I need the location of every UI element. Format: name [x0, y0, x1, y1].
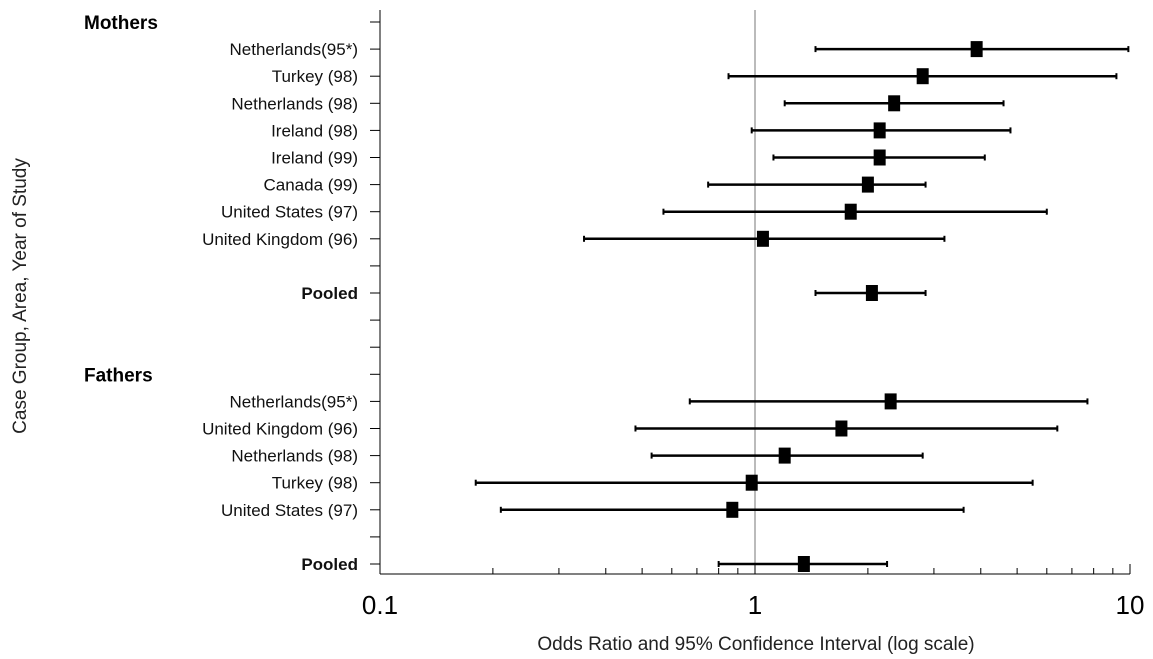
point-estimate [865, 285, 878, 301]
point-estimate [873, 149, 886, 166]
study-label: United Kingdom (96) [202, 230, 358, 249]
x-tick-label: 1 [748, 590, 762, 620]
study-label: Netherlands (98) [231, 94, 358, 113]
point-estimate [873, 122, 886, 139]
x-axis-label: Odds Ratio and 95% Confidence Interval (… [537, 634, 974, 655]
study-row: United Kingdom (96) [202, 420, 1059, 439]
group-heading: Mothers [84, 13, 158, 34]
study-label: Turkey (98) [272, 67, 358, 86]
study-label: United States (97) [221, 501, 358, 520]
point-estimate [756, 230, 769, 247]
axes: 0.1 1 10 [362, 10, 1145, 620]
study-label: Ireland (99) [271, 149, 358, 168]
study-row: Netherlands (98) [231, 447, 924, 466]
point-estimate [888, 95, 901, 112]
study-row: Netherlands (98) [231, 94, 1005, 113]
x-tick-label: 10 [1116, 590, 1145, 620]
study-label: Netherlands (98) [231, 447, 358, 466]
point-estimate [745, 474, 758, 491]
point-estimate [916, 68, 929, 85]
study-row: Netherlands(95*) [229, 40, 1130, 59]
study-label: Ireland (98) [271, 121, 358, 140]
point-estimate [726, 501, 739, 518]
pooled-label: Pooled [301, 555, 358, 574]
point-estimate [835, 420, 848, 437]
study-row: United States (97) [221, 501, 965, 520]
study-row: Canada (99) [263, 176, 927, 195]
pooled-label: Pooled [301, 284, 358, 303]
study-row: United States (97) [221, 203, 1048, 222]
group-heading: Fathers [84, 365, 153, 386]
study-label: Netherlands(95*) [229, 392, 358, 411]
point-estimate [861, 176, 874, 193]
point-estimate [970, 41, 983, 58]
study-label: United Kingdom (96) [202, 420, 358, 439]
point-estimate [884, 393, 897, 410]
point-estimate [844, 203, 857, 220]
study-row: United Kingdom (96) [202, 230, 946, 249]
x-tick-label: 0.1 [362, 590, 398, 620]
pooled-row: Pooled [301, 284, 927, 303]
point-estimate [778, 447, 791, 464]
pooled-row: Pooled [301, 555, 889, 574]
rows: Mothers Netherlands(95*) Turkey (98) Nether… [84, 13, 1130, 574]
study-row: Netherlands(95*) [229, 392, 1089, 411]
study-row: Ireland (99) [271, 149, 986, 168]
study-row: Ireland (98) [271, 121, 1012, 140]
y-axis-label: Case Group, Area, Year of Study [10, 158, 31, 434]
study-row: Turkey (98) [272, 474, 1034, 493]
study-label: United States (97) [221, 203, 358, 222]
study-row: Turkey (98) [272, 67, 1118, 86]
study-label: Netherlands(95*) [229, 40, 358, 59]
study-label: Canada (99) [263, 176, 358, 195]
point-estimate [797, 556, 810, 572]
study-label: Turkey (98) [272, 474, 358, 493]
